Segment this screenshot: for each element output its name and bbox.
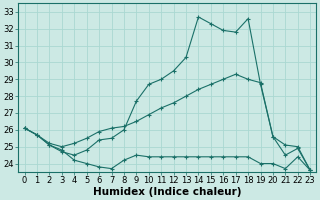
X-axis label: Humidex (Indice chaleur): Humidex (Indice chaleur) (93, 187, 242, 197)
